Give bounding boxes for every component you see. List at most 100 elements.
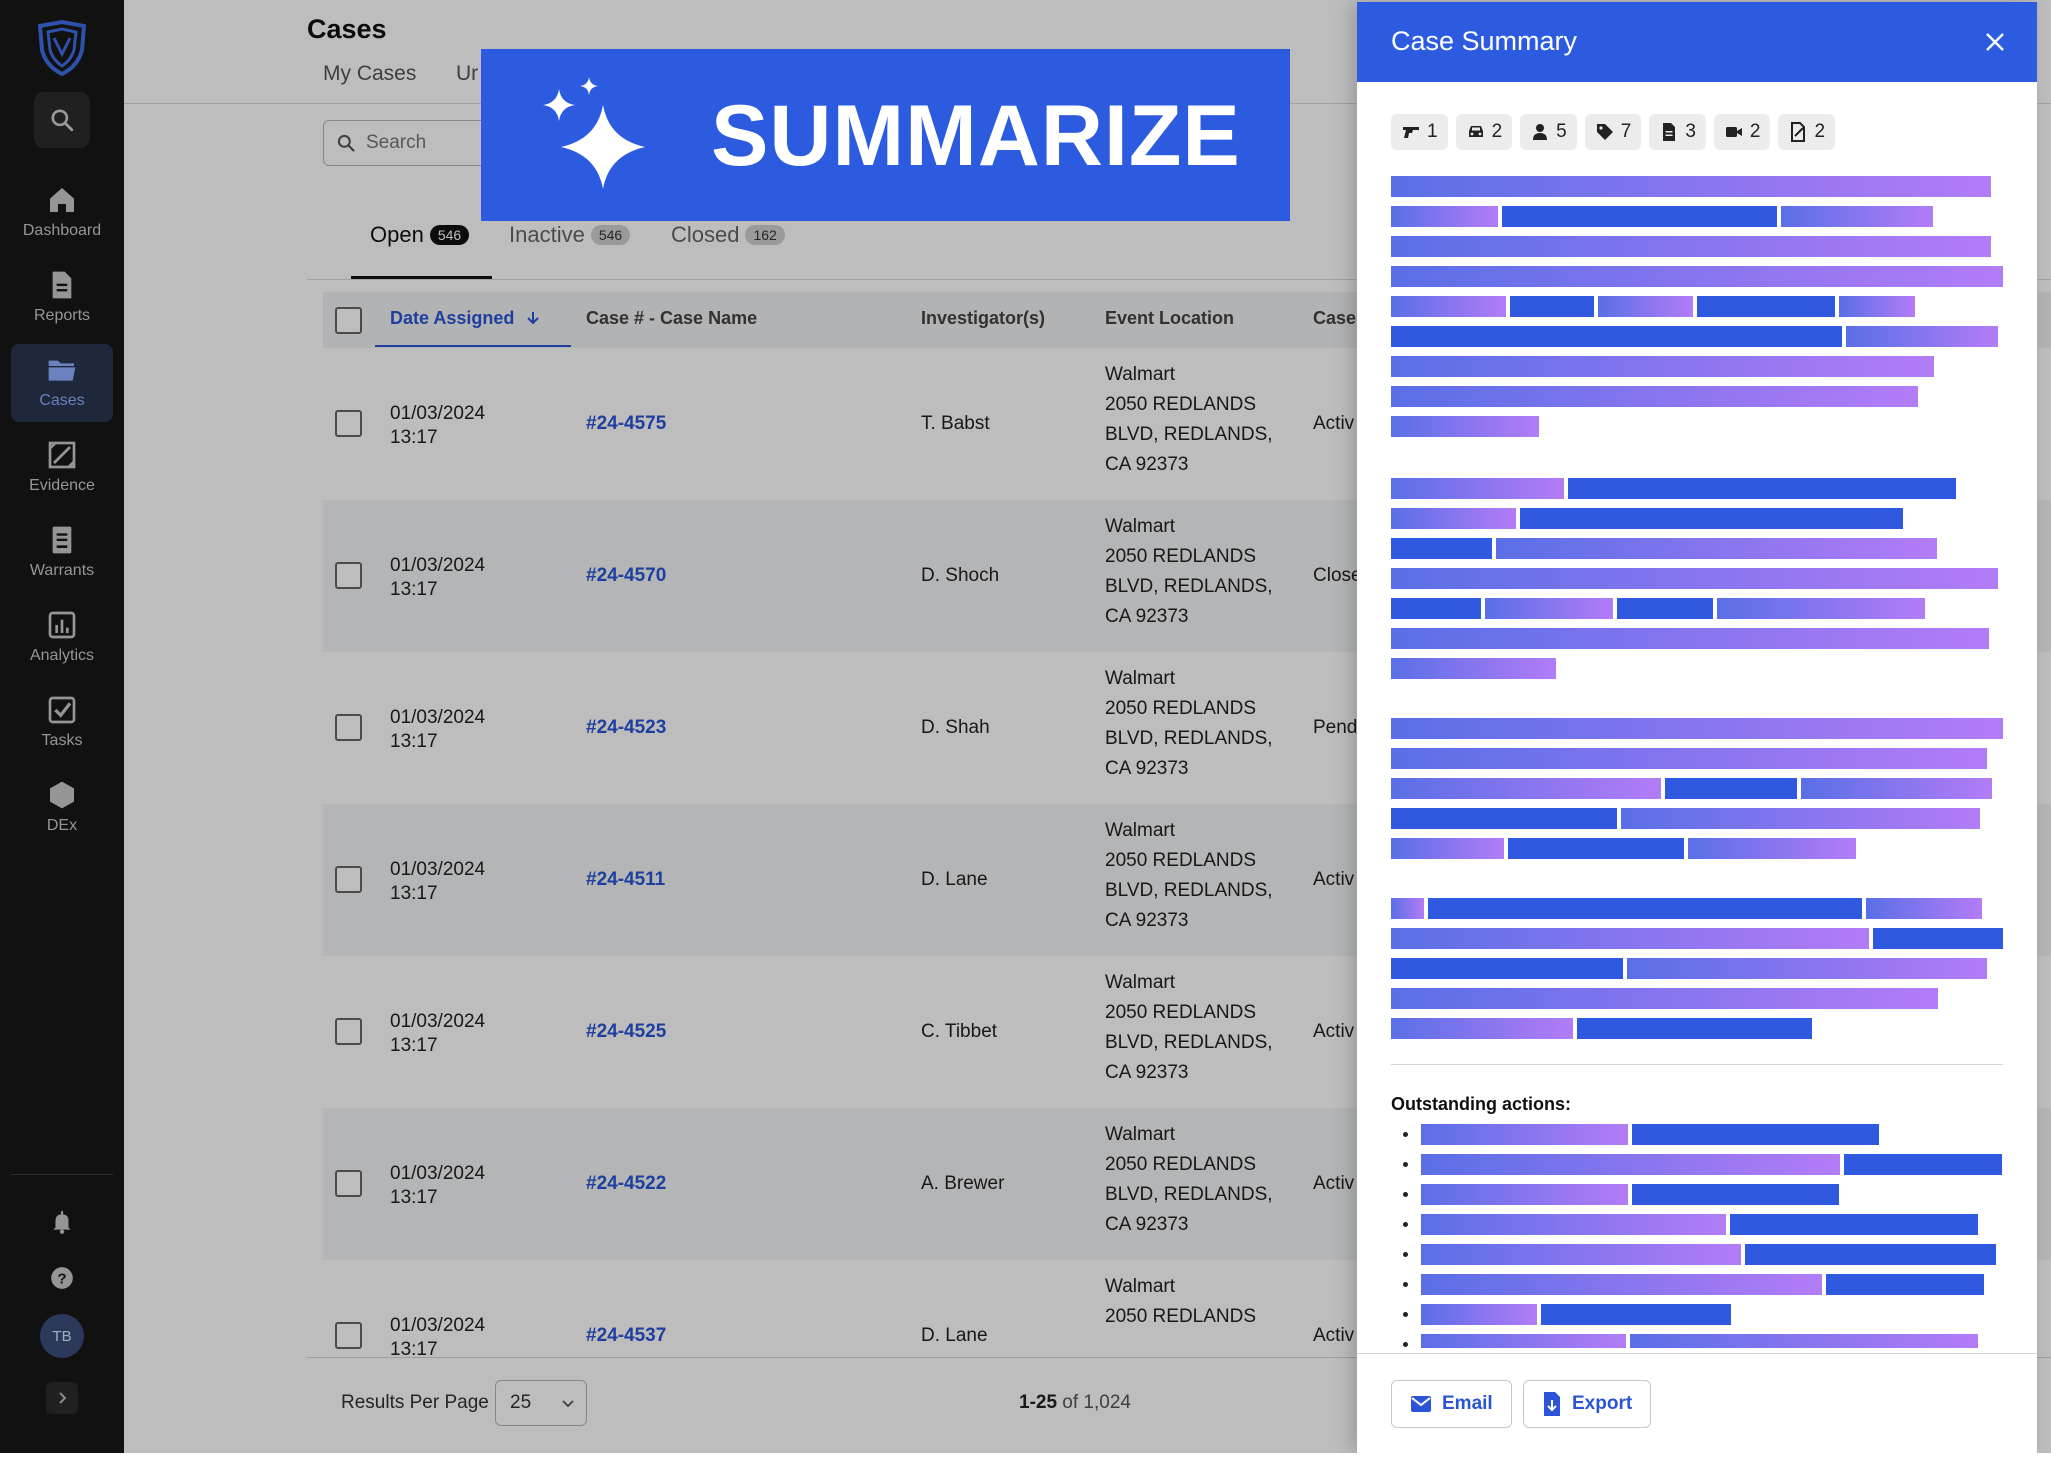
sidebar-item-reports[interactable]: Reports bbox=[11, 259, 113, 337]
time-cell: 13:17 bbox=[390, 1187, 438, 1208]
gun-icon bbox=[1403, 127, 1419, 138]
sidebar-item-dex[interactable]: DEx bbox=[11, 769, 113, 847]
summary-line bbox=[1391, 628, 1989, 649]
row-checkbox[interactable] bbox=[335, 1322, 362, 1349]
time-cell: 13:17 bbox=[390, 1339, 438, 1357]
column-header-date-assigned[interactable]: Date Assigned bbox=[390, 308, 541, 329]
sidebar-item-label: Tasks bbox=[41, 732, 83, 749]
sidebar-expand-button[interactable] bbox=[46, 1382, 78, 1414]
tab-closed[interactable]: Closed 162 bbox=[671, 222, 785, 248]
location-cell: Walmart 2050 REDLANDS BLVD, REDLANDS, CA… bbox=[1105, 664, 1273, 784]
count-value: 2 bbox=[1749, 121, 1761, 142]
location-cell: Walmart 2050 REDLANDS BLVD, REDLANDS, CA… bbox=[1105, 512, 1273, 632]
svg-text:?: ? bbox=[57, 1270, 66, 1287]
tab-open[interactable]: Open 546 bbox=[370, 222, 470, 248]
table-row[interactable]: 01/03/2024 13:17 #24-4575 T. Babst Walma… bbox=[323, 348, 2051, 500]
summary-line bbox=[1781, 206, 1933, 227]
outstanding-actions-heading: Outstanding actions: bbox=[1391, 1094, 1571, 1114]
user-avatar[interactable]: TB bbox=[40, 1314, 84, 1358]
table-row[interactable]: 01/03/2024 13:17 #24-4537 D. Lane Walmar… bbox=[323, 1260, 2051, 1357]
document-count[interactable]: 3 bbox=[1649, 114, 1706, 150]
table-row[interactable]: 01/03/2024 13:17 #24-4523 D. Shah Walmar… bbox=[323, 652, 2051, 804]
row-checkbox[interactable] bbox=[335, 866, 362, 893]
signed-document-count[interactable]: 2 bbox=[1778, 114, 1836, 150]
results-per-page-value: 25 bbox=[510, 1392, 532, 1413]
close-panel-button[interactable] bbox=[1981, 28, 2009, 56]
tab-my-cases[interactable]: My Cases bbox=[323, 62, 417, 85]
sidebar-item-dashboard[interactable]: Dashboard bbox=[11, 174, 113, 252]
status-cell: Activ bbox=[1313, 1325, 1355, 1346]
column-header-case-status[interactable]: Case bbox=[1313, 308, 1357, 328]
sidebar-item-cases[interactable]: Cases bbox=[11, 344, 113, 422]
case-link[interactable]: #24-4511 bbox=[586, 869, 666, 890]
case-link[interactable]: #24-4570 bbox=[586, 565, 667, 586]
location-line: BLVD, REDLANDS, bbox=[1105, 728, 1273, 749]
summary-line bbox=[1391, 416, 1539, 437]
sidebar-item-analytics[interactable]: Analytics bbox=[11, 599, 113, 677]
row-checkbox[interactable] bbox=[335, 1018, 362, 1045]
chevron-down-icon bbox=[562, 1400, 574, 1408]
action-line bbox=[1421, 1304, 1537, 1325]
location-cell: Walmart 2050 REDLANDS BLVD, REDLANDS, CA… bbox=[1105, 1120, 1273, 1240]
date-cell: 01/03/2024 bbox=[390, 1163, 486, 1184]
chevron-right-icon bbox=[59, 1392, 67, 1404]
case-link[interactable]: #24-4525 bbox=[586, 1021, 667, 1042]
vehicle-count[interactable]: 2 bbox=[1455, 114, 1513, 150]
select-all-checkbox[interactable] bbox=[335, 307, 362, 334]
results-per-page-select[interactable]: 25 bbox=[495, 1380, 587, 1426]
table-row[interactable]: 01/03/2024 13:17 #24-4525 C. Tibbet Walm… bbox=[323, 956, 2051, 1108]
location-line: 2050 REDLANDS bbox=[1105, 1002, 1257, 1023]
tab-unassigned[interactable]: Ur bbox=[456, 62, 479, 85]
case-link[interactable]: #24-4522 bbox=[586, 1173, 667, 1194]
tab-inactive[interactable]: Inactive 546 bbox=[509, 222, 631, 248]
person-count[interactable]: 5 bbox=[1520, 114, 1577, 150]
row-checkbox[interactable] bbox=[335, 410, 362, 437]
tag-count[interactable]: 7 bbox=[1584, 114, 1642, 150]
row-checkbox[interactable] bbox=[335, 1170, 362, 1197]
export-button[interactable]: Export bbox=[1523, 1380, 1652, 1428]
help-button[interactable]: ? bbox=[46, 1262, 78, 1294]
email-button[interactable]: Email bbox=[1391, 1380, 1512, 1428]
location-line: BLVD, REDLANDS, bbox=[1105, 1032, 1273, 1053]
hexagon-icon bbox=[50, 781, 74, 809]
results-per-page-label: Results Per Page bbox=[341, 1392, 489, 1413]
row-checkbox[interactable] bbox=[335, 714, 362, 741]
count-value: 7 bbox=[1620, 121, 1632, 142]
sidebar-item-tasks[interactable]: Tasks bbox=[11, 684, 113, 762]
date-cell: 01/03/2024 bbox=[390, 555, 486, 576]
sidebar-item-label: Dashboard bbox=[22, 222, 102, 239]
sidebar-search-button[interactable] bbox=[34, 92, 90, 148]
summary-line bbox=[1485, 598, 1613, 619]
page-title: Cases bbox=[307, 14, 387, 44]
column-header-investigators[interactable]: Investigator(s) bbox=[921, 308, 1046, 328]
case-link[interactable]: #24-4537 bbox=[586, 1325, 667, 1346]
column-header-event-location[interactable]: Event Location bbox=[1105, 308, 1235, 328]
panel-header: Case Summary bbox=[1357, 2, 2037, 82]
summary-line bbox=[1839, 296, 1915, 317]
summary-line bbox=[1520, 508, 1903, 529]
count-value: 5 bbox=[1556, 121, 1567, 142]
case-link[interactable]: #24-4575 bbox=[586, 413, 667, 434]
notifications-button[interactable] bbox=[46, 1206, 78, 1238]
summary-line bbox=[1391, 598, 1481, 619]
time-cell: 13:17 bbox=[390, 427, 438, 448]
column-header-case[interactable]: Case # - Case Name bbox=[586, 308, 758, 328]
video-count[interactable]: 2 bbox=[1713, 114, 1771, 150]
date-cell: 01/03/2024 bbox=[390, 1011, 486, 1032]
sidebar-item-evidence[interactable]: Evidence bbox=[11, 429, 113, 507]
summary-line bbox=[1617, 598, 1713, 619]
case-link[interactable]: #24-4523 bbox=[586, 717, 667, 738]
row-checkbox[interactable] bbox=[335, 562, 362, 589]
location-cell: Walmart 2050 REDLANDS bbox=[1105, 1272, 1256, 1332]
date-cell: 01/03/2024 bbox=[390, 1315, 486, 1336]
sidebar-item-warrants[interactable]: Warrants bbox=[11, 514, 113, 592]
panel-divider bbox=[1391, 1064, 2003, 1065]
list-bullet bbox=[1403, 1162, 1408, 1167]
summary-line bbox=[1391, 386, 1918, 407]
summary-line bbox=[1391, 898, 1424, 919]
summary-line bbox=[1391, 266, 2003, 287]
weapon-count[interactable]: 1 bbox=[1391, 114, 1448, 150]
location-cell: Walmart 2050 REDLANDS BLVD, REDLANDS, CA… bbox=[1105, 816, 1273, 936]
column-header-label: Date Assigned bbox=[390, 308, 515, 328]
location-line: CA 92373 bbox=[1105, 758, 1189, 779]
